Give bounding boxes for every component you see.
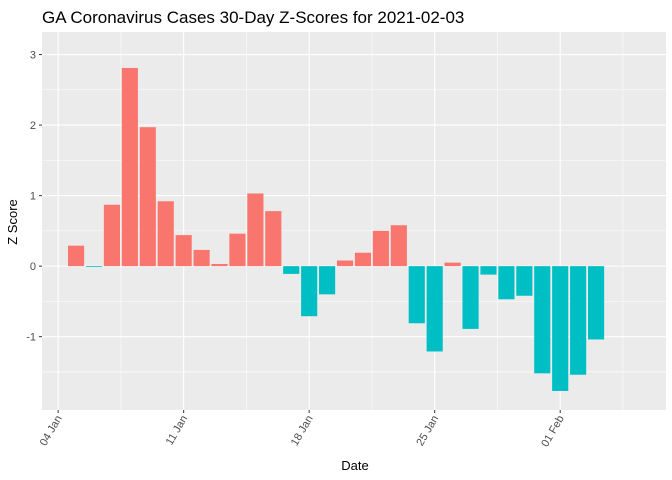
bar-2021-01-06: [85, 266, 103, 267]
bar-2021-01-31: [534, 266, 551, 374]
y-tick-label: 1: [30, 191, 36, 203]
x-tick-label: 25 Jan: [414, 414, 441, 449]
x-tick-label: 18 Jan: [289, 414, 316, 449]
bar-2021-01-13: [211, 264, 228, 267]
y-tick-label: 3: [30, 50, 36, 62]
bar-2021-01-20: [336, 260, 354, 267]
bar-2021-01-21: [354, 252, 372, 267]
bar-2021-01-27: [462, 266, 479, 329]
y-tick-label: 0: [30, 261, 36, 273]
bar-2021-01-30: [516, 266, 533, 296]
bar-2021-01-26: [444, 262, 461, 267]
bar-2021-01-16: [265, 211, 282, 267]
bar-2021-01-22: [372, 230, 389, 267]
bar-2021-01-12: [193, 249, 210, 267]
x-tick-label: 04 Jan: [38, 414, 65, 449]
bar-2021-01-08: [121, 67, 138, 267]
bar-2021-01-24: [408, 266, 425, 324]
bar-2021-01-15: [247, 193, 264, 267]
bar-2021-01-17: [283, 266, 300, 274]
bar-2021-01-10: [157, 201, 174, 267]
y-axis: 3 2 1 0 -1: [26, 50, 42, 344]
bar-2021-01-07: [103, 204, 120, 267]
chart-title: GA Coronavirus Cases 30-Day Z-Scores for…: [42, 8, 464, 27]
bar-2021-02-02: [570, 266, 587, 375]
bar-2021-01-25: [426, 266, 443, 352]
bar-2021-02-01: [552, 266, 569, 391]
bar-2021-01-19: [319, 266, 336, 295]
bar-2021-01-23: [390, 225, 407, 267]
bar-2021-01-05: [68, 245, 85, 267]
bars: [68, 67, 605, 391]
x-axis-title: Date: [341, 458, 368, 473]
bar-2021-01-11: [175, 235, 192, 267]
x-tick-label: 11 Jan: [164, 414, 191, 448]
y-axis-title: Z Score: [5, 199, 20, 245]
bar-2021-01-14: [229, 233, 246, 267]
bar-2021-01-18: [301, 266, 318, 317]
bar-2021-01-09: [139, 127, 156, 267]
bar-2021-01-29: [498, 266, 515, 300]
y-tick-label: 2: [30, 120, 36, 132]
bar-2021-02-03: [588, 266, 605, 340]
x-axis: 04 Jan 11 Jan 18 Jan 25 Jan 01 Feb: [38, 410, 567, 449]
x-tick-label: 01 Feb: [539, 414, 567, 450]
bar-2021-01-28: [480, 266, 497, 275]
y-tick-label: -1: [26, 332, 36, 344]
